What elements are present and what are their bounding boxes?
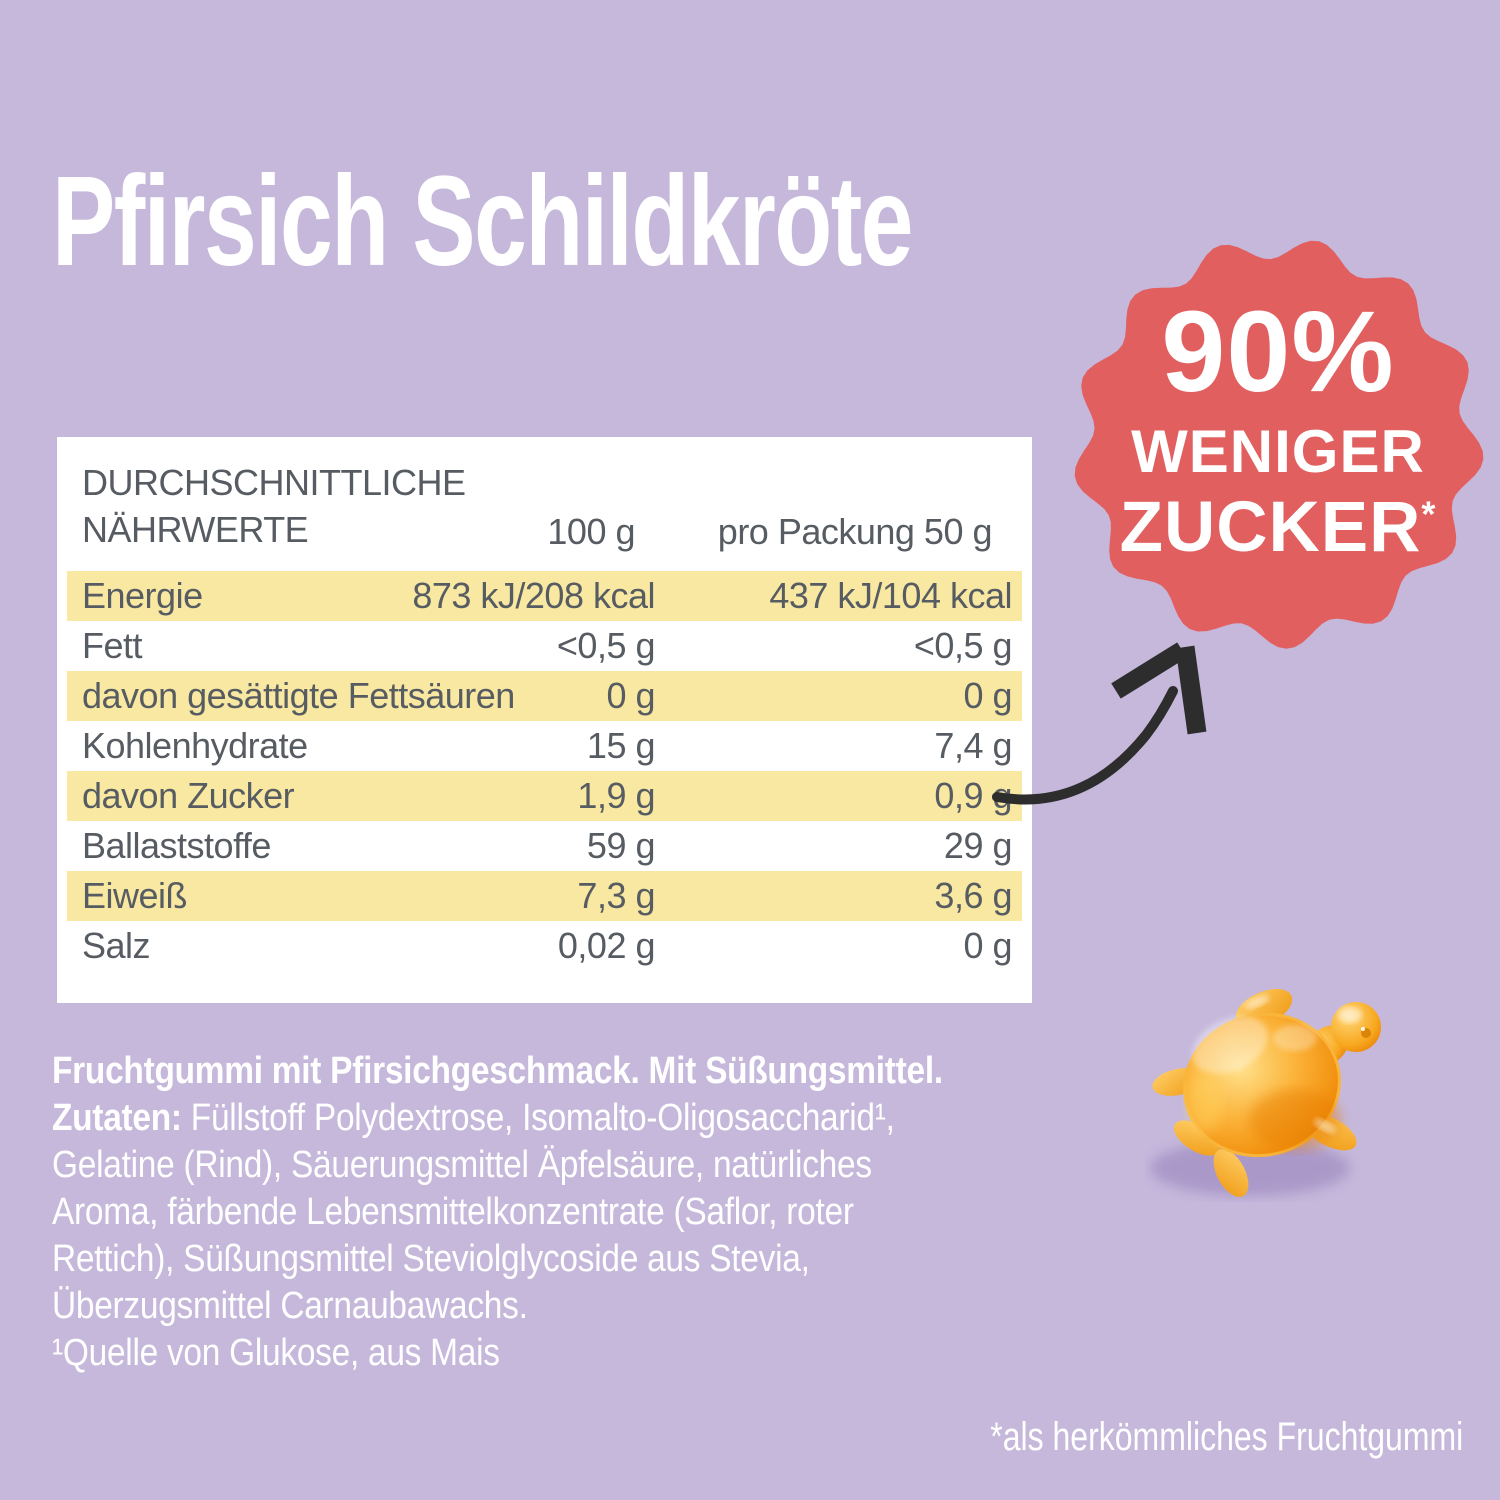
badge-asterisk: *: [1421, 493, 1437, 535]
value-per-100g: 15 g: [586, 725, 656, 766]
value-per-100g: 0 g: [606, 675, 655, 716]
table-row: davon gesättigte Fettsäuren 0 g 0 g: [67, 671, 1022, 721]
badge-percent-text: 90%: [1161, 288, 1395, 416]
ingredients-line-6: Überzugsmittel Carnaubawachs.: [52, 1285, 528, 1327]
value-per-pack: 0 g: [963, 675, 1012, 716]
table-row: Salz 0,02 g 0 g: [67, 921, 1022, 971]
badge-weniger-text: WENIGER: [1131, 418, 1425, 485]
nutrient-label: Eiweiß: [82, 875, 188, 916]
table-row: Ballaststoffe 59 g 29 g: [67, 821, 1022, 871]
value-per-100g: 873 kJ/208 kcal: [412, 575, 655, 616]
ingredients-text: Fruchtgummi mit Pfirsichgeschmack. Mit S…: [52, 1048, 1064, 1377]
value-per-pack: 3,6 g: [934, 875, 1012, 916]
ingredients-line-2: Zutaten: Füllstoff Polydextrose, Isomalt…: [52, 1095, 1064, 1142]
nutrition-table: DURCHSCHNITTLICHE NÄHRWERTE 100 g pro Pa…: [57, 437, 1032, 1003]
column-header-100g: 100 g: [547, 511, 635, 552]
badge-text: 90% WENIGER ZUCKER*: [1068, 233, 1488, 653]
zutaten-label: Zutaten:: [52, 1097, 182, 1139]
table-row: Kohlenhydrate 15 g 7,4 g: [67, 721, 1022, 771]
footnote-text: *als herkömmliches Fruchtgummi: [989, 1415, 1463, 1459]
ingredients-line-5: Rettich), Süßungsmittel Steviolglycoside…: [52, 1238, 810, 1280]
value-per-pack: 0 g: [963, 925, 1012, 966]
value-per-100g: <0,5 g: [556, 625, 656, 666]
value-per-pack: <0,5 g: [913, 625, 1013, 666]
nutrient-label: Kohlenhydrate: [82, 725, 308, 766]
ingredients-line-1: Fruchtgummi mit Pfirsichgeschmack. Mit S…: [52, 1050, 943, 1092]
badge-seal-path: [1074, 240, 1484, 649]
value-per-pack: 29 g: [943, 825, 1013, 866]
arrow-icon: [960, 625, 1220, 825]
table-row: Fett <0,5 g <0,5 g: [67, 621, 1022, 671]
table-header: DURCHSCHNITTLICHE NÄHRWERTE 100 g pro Pa…: [67, 437, 1022, 553]
nutrient-label: Ballaststoffe: [82, 825, 271, 866]
ingredients-line-7: ¹Quelle von Glukose, aus Mais: [52, 1332, 500, 1374]
gummy-turtle-image: [1145, 970, 1395, 1210]
nutrient-label: Energie: [82, 575, 203, 616]
sugar-claim-badge: 90% WENIGER ZUCKER*: [1068, 233, 1488, 653]
ingredients-line-2-rest: Füllstoff Polydextrose, Isomalto-Oligosa…: [181, 1097, 895, 1139]
column-header-pack: pro Packung 50 g: [717, 511, 993, 552]
nutrient-label: davon Zucker: [82, 775, 295, 816]
badge-zucker-word: ZUCKER: [1119, 488, 1422, 567]
nutrient-label: Salz: [82, 925, 151, 966]
value-per-pack: 7,4 g: [934, 725, 1012, 766]
value-per-100g: 0,02 g: [557, 925, 656, 966]
badge-zucker-text: ZUCKER*: [1120, 492, 1437, 563]
value-per-pack: 437 kJ/104 kcal: [769, 575, 1012, 616]
value-per-pack: 0,9 g: [934, 775, 1012, 816]
value-per-100g: 59 g: [586, 825, 656, 866]
table-header-label: DURCHSCHNITTLICHE NÄHRWERTE: [82, 462, 466, 550]
value-per-100g: 7,3 g: [577, 875, 655, 916]
ingredients-line-3: Gelatine (Rind), Säuerungsmittel Äpfelsä…: [52, 1144, 872, 1186]
page-title: Pfirsich Schildkröte: [52, 150, 913, 293]
nutrient-label: davon gesättigte Fettsäuren: [82, 675, 515, 716]
table-row: Energie 873 kJ/208 kcal 437 kJ/104 kcal: [67, 571, 1022, 621]
table-row: davon Zucker 1,9 g 0,9 g: [67, 771, 1022, 821]
nutrient-label: Fett: [82, 625, 143, 666]
table-row: Eiweiß 7,3 g 3,6 g: [67, 871, 1022, 921]
value-per-100g: 1,9 g: [577, 775, 655, 816]
ingredients-line-4: Aroma, färbende Lebensmittelkonzentrate …: [52, 1191, 854, 1233]
badge-seal-icon: [1074, 240, 1484, 649]
